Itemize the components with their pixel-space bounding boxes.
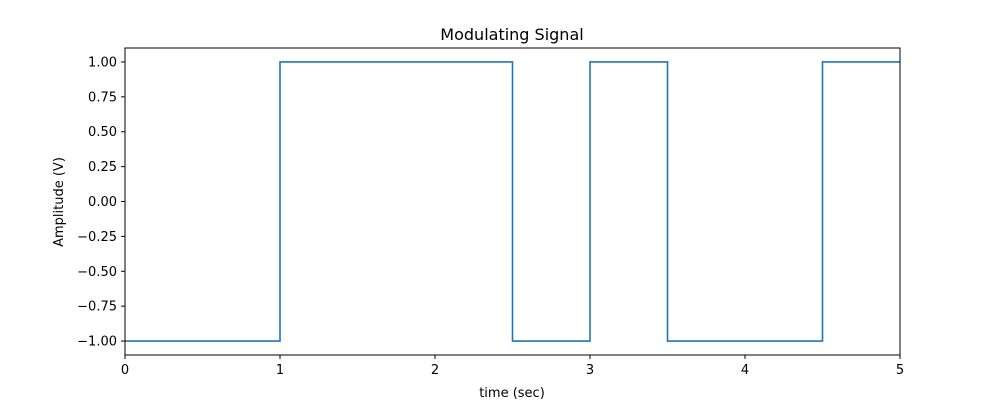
x-tick-label: 5 bbox=[896, 363, 904, 378]
y-tick-label: −0.75 bbox=[77, 300, 117, 315]
x-tick-label: 3 bbox=[586, 363, 594, 378]
y-tick-label: −0.50 bbox=[77, 265, 117, 280]
y-tick-label: 0.00 bbox=[88, 195, 117, 210]
y-axis: −1.00 −0.75 −0.50 −0.25 0.00 0.25 0.50 0.75 1.00 bbox=[77, 55, 125, 350]
x-tick-label: 2 bbox=[431, 363, 439, 378]
chart-title: Modulating Signal bbox=[440, 25, 583, 44]
y-tick-label: −1.00 bbox=[77, 335, 117, 350]
plot-area bbox=[125, 61, 900, 342]
plot-frame bbox=[124, 47, 901, 356]
y-tick-label: 1.00 bbox=[88, 55, 117, 70]
y-axis-label: Amplitude (V) bbox=[52, 157, 67, 247]
x-axis-label: time (sec) bbox=[479, 386, 545, 400]
x-tick-label: 0 bbox=[121, 363, 129, 378]
y-tick-label: 0.25 bbox=[88, 160, 117, 175]
y-tick-label: 0.75 bbox=[88, 90, 117, 105]
y-tick-label: 0.50 bbox=[88, 125, 117, 140]
x-tick-label: 1 bbox=[276, 363, 284, 378]
series-line-0 bbox=[125, 61, 900, 342]
x-axis: 0 1 2 3 4 5 bbox=[121, 355, 904, 378]
x-tick-label: 4 bbox=[741, 363, 749, 378]
y-tick-label: −0.25 bbox=[77, 230, 117, 245]
